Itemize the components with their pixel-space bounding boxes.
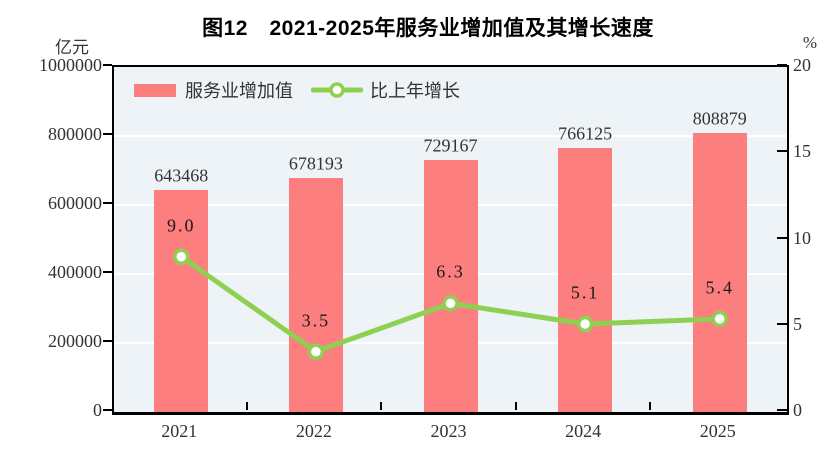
x-axis-boundary-tick <box>380 402 383 410</box>
right-axis-tick <box>777 236 787 239</box>
right-axis-tick <box>777 322 787 325</box>
right-axis-tick <box>777 64 787 66</box>
line-marker-2022 <box>307 343 325 360</box>
chart-title: 图12 2021-2025年服务业增加值及其增长速度 <box>202 17 654 40</box>
line-marker-2023 <box>442 295 459 312</box>
right-axis-tick-label: 10 <box>793 227 811 248</box>
line-value-label: 3.5 <box>301 310 331 331</box>
bar-2022 <box>288 178 343 412</box>
gridline <box>114 135 787 137</box>
x-axis-label-2021: 2021 <box>161 421 198 441</box>
line-value-label: 6.3 <box>436 261 465 282</box>
right-axis-tick-label: 0 <box>793 400 802 420</box>
bar-value-label: 808879 <box>692 108 747 129</box>
right-axis-tick <box>777 150 787 153</box>
x-axis-label-2024: 2024 <box>565 421 602 441</box>
left-axis-tick-label: 800000 <box>48 124 102 144</box>
left-axis-tick-label: 0 <box>93 400 102 420</box>
left-axis-tick <box>103 133 112 135</box>
line-value-label: 5.1 <box>570 282 600 303</box>
legend-line-icon <box>311 82 363 98</box>
line-value-label: 9.0 <box>167 215 196 236</box>
legend: 服务业增加值 比上年增长 <box>134 77 460 103</box>
left-axis-unit-label: 亿元 <box>55 38 89 57</box>
line-marker-2021 <box>173 248 190 265</box>
left-axis-tick <box>103 271 112 273</box>
x-axis-boundary-tick <box>514 402 517 410</box>
x-axis-label-2025: 2025 <box>699 421 736 441</box>
x-axis-label-2022: 2022 <box>295 421 332 441</box>
right-axis-tick-label: 20 <box>793 55 811 75</box>
left-axis-tick <box>103 409 112 411</box>
x-axis-boundary-tick <box>649 402 652 410</box>
line-marker-2025 <box>711 310 728 328</box>
right-axis-tick-label: 5 <box>793 313 802 334</box>
legend-line-label: 比上年增长 <box>370 81 460 101</box>
x-axis-boundary-tick <box>245 402 248 410</box>
growth-line-chart <box>173 248 728 360</box>
right-axis-tick-label: 15 <box>793 141 811 162</box>
bar-2025 <box>692 132 747 412</box>
bar-2024 <box>558 147 613 412</box>
bar-2023 <box>423 160 478 412</box>
right-axis-tick <box>777 409 787 411</box>
left-axis-tick <box>103 202 112 204</box>
bar-2021 <box>154 190 209 412</box>
left-axis-tick <box>103 340 112 342</box>
bar-value-label: 729167 <box>423 135 478 156</box>
bar-value-label: 766125 <box>558 123 613 144</box>
bar-value-label: 678193 <box>288 153 343 174</box>
legend-bar-swatch <box>134 83 176 97</box>
left-axis-tick-label: 600000 <box>48 193 102 213</box>
legend-bar-label: 服务业增加值 <box>185 81 293 101</box>
plot-area: 643468 678193 729167 766125 808879 9.0 3.5 6.3 5… <box>112 65 789 415</box>
left-axis-tick-label: 1000000 <box>39 55 102 75</box>
right-axis-unit-label: % <box>802 33 818 52</box>
left-axis-tick <box>103 64 112 66</box>
line-marker-2024 <box>576 315 594 333</box>
line-value-label: 5.4 <box>705 277 734 298</box>
x-axis-label-2023: 2023 <box>430 421 467 441</box>
left-axis-tick-label: 400000 <box>48 262 102 282</box>
bar-value-label: 643468 <box>154 165 209 186</box>
left-axis-tick-label: 200000 <box>48 331 102 351</box>
